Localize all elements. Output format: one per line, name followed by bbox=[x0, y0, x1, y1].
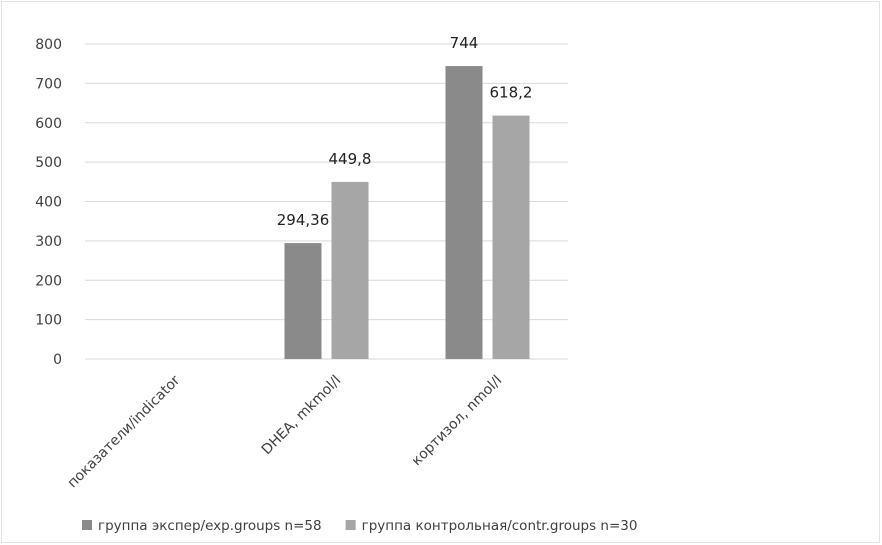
legend-label: группа экспер/exp.groups n=58 bbox=[98, 518, 322, 534]
data-label-layer: 294,36 449,8 744 618,2 bbox=[277, 34, 533, 229]
y-tick-label: 200 bbox=[35, 273, 62, 289]
data-label: 294,36 bbox=[277, 211, 330, 229]
y-tick-label: 0 bbox=[53, 352, 62, 368]
y-axis: 0 100 200 300 400 500 600 700 800 bbox=[35, 37, 62, 368]
y-tick-label: 800 bbox=[35, 37, 62, 53]
grid-layer bbox=[85, 43, 568, 360]
bar bbox=[284, 243, 322, 359]
category-label: DHEA, mkmol/l bbox=[259, 373, 345, 459]
y-tick-label: 400 bbox=[35, 195, 62, 211]
legend: группа экспер/exp.groups n=58 группа конт… bbox=[82, 518, 637, 534]
data-label: 744 bbox=[450, 34, 479, 52]
bar bbox=[492, 115, 530, 360]
legend-swatch bbox=[345, 520, 356, 530]
bar-layer bbox=[284, 66, 530, 360]
y-tick-label: 700 bbox=[35, 76, 62, 92]
legend-swatch bbox=[82, 520, 92, 530]
y-tick-label: 300 bbox=[35, 234, 62, 250]
category-label: показатели/indicator bbox=[65, 372, 184, 491]
x-axis: показатели/indicator DHEA, mkmol/l кортизо… bbox=[65, 372, 506, 491]
data-label: 618,2 bbox=[490, 84, 533, 102]
y-tick-label: 500 bbox=[35, 155, 62, 171]
bar bbox=[445, 66, 483, 360]
y-tick-label: 100 bbox=[35, 313, 62, 329]
legend-label: группа контрольная/contr.groups n=30 bbox=[362, 518, 638, 534]
y-tick-label: 600 bbox=[35, 116, 62, 132]
category-label: кортизол, nmol/l bbox=[409, 373, 506, 470]
bar bbox=[331, 181, 369, 359]
data-label: 449,8 bbox=[329, 150, 372, 168]
